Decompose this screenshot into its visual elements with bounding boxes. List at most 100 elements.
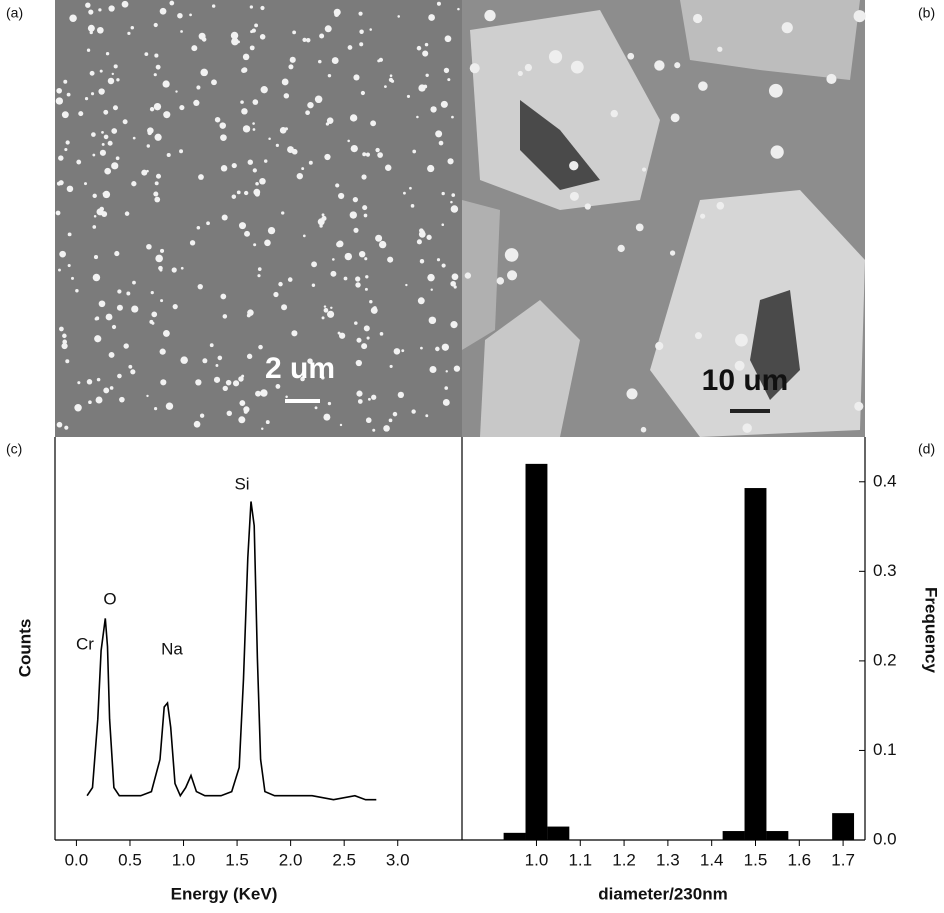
nanoparticle xyxy=(319,33,325,39)
nanoparticle xyxy=(349,211,357,219)
nanoparticle xyxy=(162,329,170,337)
nanoparticle xyxy=(260,5,265,11)
droplet xyxy=(640,426,647,433)
nanoparticle xyxy=(213,376,221,383)
nanoparticle xyxy=(96,26,104,34)
nanoparticle xyxy=(301,167,305,171)
nanoparticle xyxy=(365,417,372,424)
nanoparticle xyxy=(409,186,412,190)
nanoparticle xyxy=(226,410,232,417)
nanoparticle xyxy=(153,102,162,111)
nanoparticle xyxy=(292,30,297,35)
nanoparticle xyxy=(180,30,183,33)
nanoparticle xyxy=(172,304,178,310)
peak-label: Si xyxy=(234,474,249,493)
nanoparticle xyxy=(335,183,340,188)
particle xyxy=(650,190,865,437)
droplet xyxy=(854,401,864,411)
nanoparticle xyxy=(209,343,214,348)
droplet xyxy=(548,50,563,64)
nanoparticle xyxy=(202,358,208,364)
nanoparticle xyxy=(95,396,103,404)
nanoparticle xyxy=(155,254,163,263)
x-tick-label: 1.5 xyxy=(744,850,768,869)
nanoparticle xyxy=(441,223,445,227)
nanoparticle xyxy=(56,421,63,428)
nanoparticle xyxy=(103,134,109,140)
x-axis-title: Energy (KeV) xyxy=(171,884,278,903)
nanoparticle xyxy=(92,193,97,199)
panel-label: (a) xyxy=(6,5,23,21)
nanoparticle xyxy=(144,52,149,57)
nanoparticle xyxy=(425,73,429,77)
nanoparticle xyxy=(379,332,384,336)
nanoparticle xyxy=(117,373,122,379)
nanoparticle xyxy=(300,376,305,382)
nanoparticle xyxy=(242,125,251,133)
droplet xyxy=(627,52,635,60)
droplet xyxy=(735,333,748,347)
nanoparticle xyxy=(428,14,435,21)
droplet xyxy=(626,388,638,400)
nanoparticle xyxy=(375,234,383,242)
nanoparticle xyxy=(363,325,370,332)
nanoparticle xyxy=(99,69,103,73)
x-tick-label: 0.0 xyxy=(65,850,89,869)
droplet xyxy=(853,10,866,23)
nanoparticle xyxy=(98,8,102,12)
nanoparticle xyxy=(450,205,459,213)
nanoparticle xyxy=(75,289,79,293)
nanoparticle xyxy=(116,78,120,82)
nanoparticle xyxy=(318,59,322,64)
nanoparticle xyxy=(147,130,152,136)
nanoparticle xyxy=(146,243,152,250)
nanoparticle xyxy=(397,391,405,399)
nanoparticle xyxy=(416,239,422,245)
nanoparticle xyxy=(154,133,162,141)
nanoparticle xyxy=(102,190,111,199)
nanoparticle xyxy=(273,291,279,298)
droplet xyxy=(669,250,676,256)
nanoparticle xyxy=(287,277,293,282)
nanoparticle xyxy=(155,173,162,179)
nanoparticle xyxy=(98,300,106,308)
nanoparticle xyxy=(111,162,119,170)
nanoparticle xyxy=(163,111,171,119)
nanoparticle xyxy=(367,397,371,401)
nanoparticle xyxy=(116,304,123,311)
nanoparticle xyxy=(321,213,325,217)
peak-label: O xyxy=(103,589,116,608)
nanoparticle xyxy=(240,100,244,104)
nanoparticle xyxy=(107,140,113,146)
nanoparticle xyxy=(175,90,178,93)
nanoparticle xyxy=(101,211,108,217)
nanoparticle xyxy=(101,130,104,134)
nanoparticle xyxy=(200,68,208,77)
nanoparticle xyxy=(91,132,96,137)
nanoparticle xyxy=(436,1,441,6)
nanoparticle xyxy=(166,152,171,158)
nanoparticle xyxy=(296,172,303,180)
nanoparticle xyxy=(424,42,429,47)
nanoparticle xyxy=(435,130,443,138)
nanoparticle xyxy=(355,276,361,282)
nanoparticle xyxy=(401,349,405,353)
nanoparticle xyxy=(230,31,239,40)
nanoparticle xyxy=(114,250,120,257)
x-tick-label: 1.3 xyxy=(656,850,680,869)
droplet xyxy=(694,332,702,340)
nanoparticle xyxy=(119,396,125,403)
nanoparticle xyxy=(85,2,91,8)
histogram-bar xyxy=(547,826,570,840)
nanoparticle xyxy=(444,386,449,390)
nanoparticle xyxy=(215,364,219,367)
nanoparticle xyxy=(371,394,377,400)
nanoparticle xyxy=(343,276,348,281)
nanoparticle xyxy=(440,100,448,108)
nanoparticle xyxy=(67,263,71,268)
nanoparticle xyxy=(352,196,359,203)
nanoparticle xyxy=(113,64,118,69)
nanoparticle xyxy=(89,70,95,76)
nanoparticle xyxy=(108,5,115,12)
nanoparticle xyxy=(353,227,359,233)
